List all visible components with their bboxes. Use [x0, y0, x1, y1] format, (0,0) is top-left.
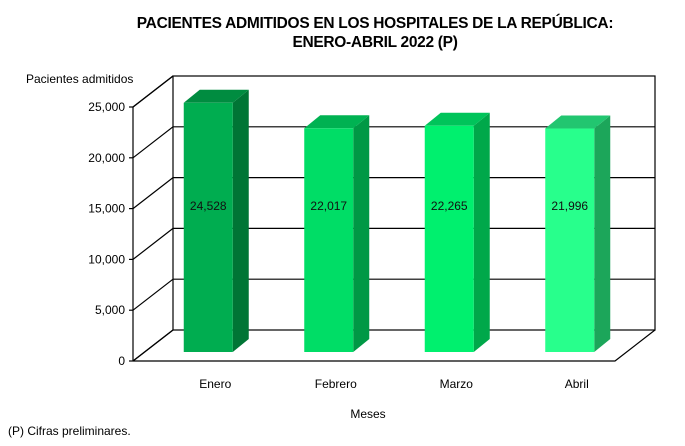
x-tick-label: Abril	[565, 377, 589, 391]
left-wall-gridline	[132, 227, 174, 260]
left-wall-gridline	[132, 75, 174, 108]
bar-side	[473, 112, 490, 352]
bar: 21,996	[545, 115, 611, 353]
chart-title: PACIENTES ADMITIDOS EN LOS HOSPITALES DE…	[0, 14, 685, 52]
bar-front	[424, 125, 474, 352]
y-tick-label: 5,000	[95, 303, 125, 317]
y-axis-label: Pacientes admitidos	[26, 72, 134, 86]
y-tick-label: 0	[118, 354, 125, 368]
y-axis-ticks: 0 5,000 10,000 15,000 20,000 25,000	[88, 100, 133, 368]
bar-front	[545, 128, 595, 352]
left-wall-gridline	[132, 278, 174, 311]
bar-side	[353, 115, 370, 352]
bar-value-label: 24,528	[190, 199, 227, 213]
y-tick-label: 10,000	[88, 252, 125, 266]
x-axis-ticks: Enero Febrero Marzo Abril	[199, 377, 589, 391]
chart-title-line-1: PACIENTES ADMITIDOS EN LOS HOSPITALES DE…	[136, 15, 614, 32]
bar: 22,017	[304, 115, 370, 352]
floor-edge	[133, 329, 656, 362]
bar-top	[304, 115, 370, 129]
bar: 22,265	[424, 112, 490, 352]
bars: 24,528 22,017 22,265 21,996	[183, 89, 611, 353]
bar-top	[424, 112, 490, 126]
bar-side	[594, 115, 611, 353]
left-wall-gridline	[132, 126, 174, 159]
x-tick-label: Enero	[199, 377, 231, 391]
y-tick-label: 25,000	[88, 100, 125, 114]
bar-value-label: 21,996	[551, 199, 588, 213]
bar-value-label: 22,017	[310, 199, 347, 213]
left-wall-gridline	[132, 329, 174, 362]
bar-value-label: 22,265	[431, 199, 468, 213]
bar: 24,528	[183, 89, 249, 352]
bar-top	[545, 115, 611, 129]
y-tick-label: 20,000	[88, 151, 125, 165]
bar-top	[183, 89, 249, 103]
chart-subtitle: ENERO-ABRIL 2022 (P)	[292, 34, 458, 51]
bar-side	[232, 89, 249, 352]
x-tick-label: Marzo	[440, 377, 474, 391]
bar-front	[304, 128, 354, 352]
bar-front	[183, 102, 233, 352]
y-tick-label: 15,000	[88, 202, 125, 216]
x-axis-label: Meses	[350, 407, 385, 421]
x-tick-label: Febrero	[315, 377, 357, 391]
left-wall-gridline	[132, 177, 174, 210]
footnote: (P) Cifras preliminares.	[8, 424, 131, 438]
